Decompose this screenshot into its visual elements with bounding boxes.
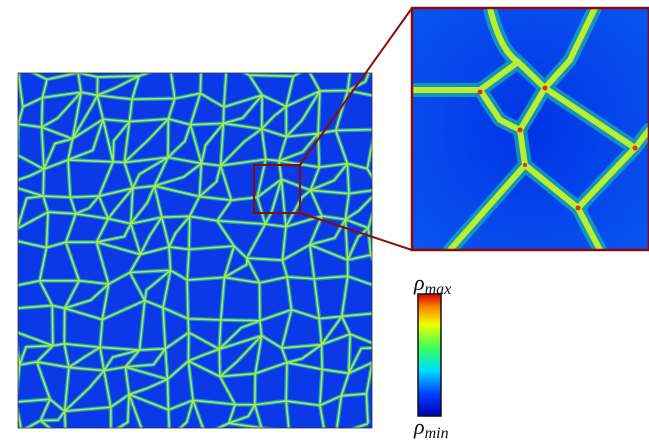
zoom-inset bbox=[412, 8, 649, 250]
colorbar-max-label: ρmax bbox=[413, 270, 451, 298]
colorbar-min-label: ρmin bbox=[413, 414, 449, 442]
subscript: max bbox=[425, 281, 452, 298]
figure: ρmax ρmin bbox=[0, 0, 649, 443]
symbol: ρ bbox=[413, 414, 425, 439]
colorbar bbox=[418, 294, 441, 416]
symbol: ρ bbox=[413, 270, 425, 295]
subscript: min bbox=[425, 425, 449, 442]
